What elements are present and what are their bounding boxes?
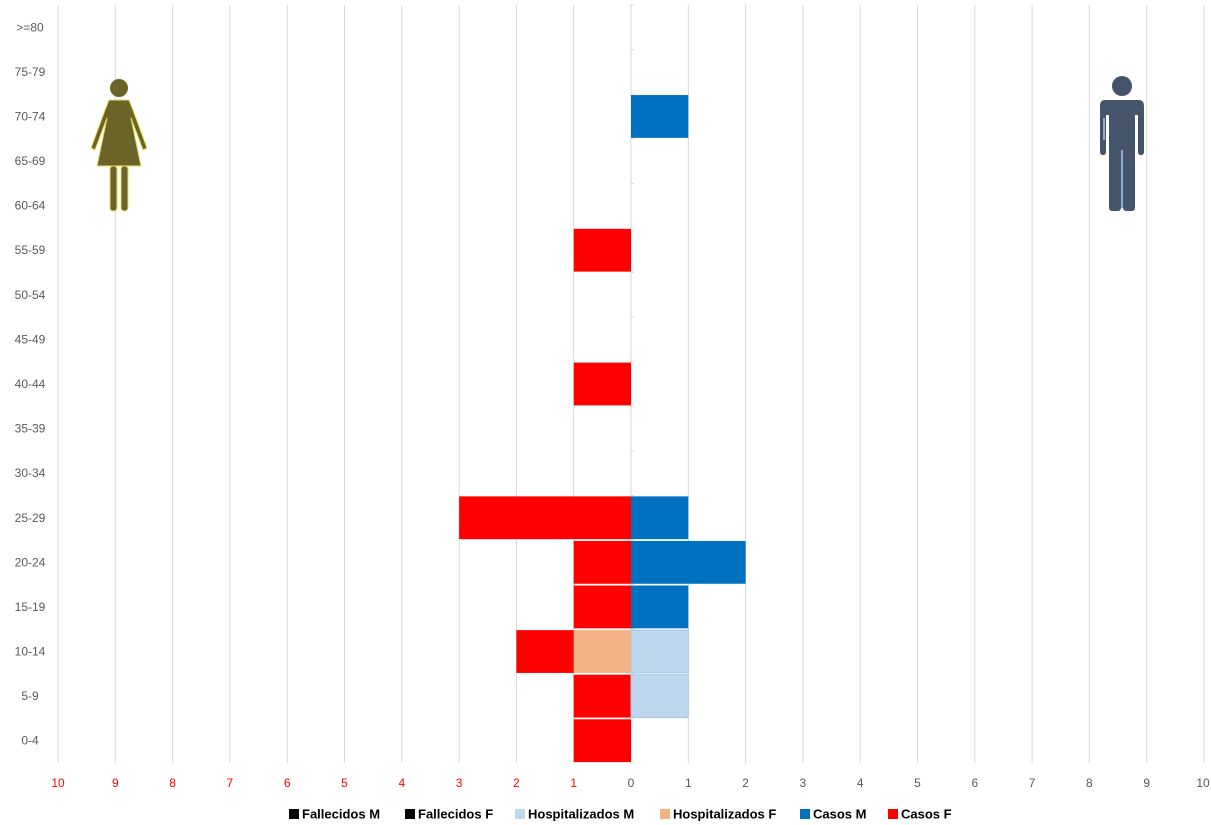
- bar-casos-f-5-9: [574, 675, 631, 718]
- x-tick-label-right: 2: [742, 776, 749, 790]
- x-tick-label-right: 0: [628, 776, 635, 790]
- y-tick-label: 45-49: [15, 332, 46, 346]
- x-tick-label-left: 3: [456, 776, 463, 790]
- legend-swatch: [660, 809, 670, 819]
- x-tick-label-right: 3: [800, 776, 807, 790]
- bar-hospitalizados-f-10-14: [574, 630, 631, 673]
- legend-swatch: [289, 809, 299, 819]
- bar-casos-m-20-24: [631, 541, 746, 584]
- legend-label: Casos M: [813, 807, 866, 822]
- x-tick-label-right: 10: [1196, 776, 1210, 790]
- bar-casos-f-10-14: [516, 630, 573, 673]
- y-tick-label: 35-39: [15, 422, 46, 436]
- y-tick-label: 60-64: [15, 199, 46, 213]
- legend-swatch: [515, 809, 525, 819]
- x-tick-label-right: 1: [685, 776, 692, 790]
- bar-casos-f-25-29: [459, 496, 631, 539]
- y-tick-label: >=80: [16, 20, 44, 34]
- legend-label: Casos F: [901, 807, 952, 822]
- x-tick-label-right: 9: [1143, 776, 1150, 790]
- bar-hospitalizados-m-10-14: [631, 630, 688, 673]
- x-tick-label-left: 5: [341, 776, 348, 790]
- y-axis-labels: 0-4 5-9 10-14 15-19 20-24 25-29 30-34 35-39 40-4…: [15, 20, 46, 747]
- x-tick-label-left: 9: [112, 776, 119, 790]
- female-figure-icon: [91, 79, 147, 211]
- bar-casos-m-15-19: [631, 586, 688, 629]
- x-tick-label-left: 7: [227, 776, 234, 790]
- x-tick-label-left: 10: [51, 776, 65, 790]
- x-axis-labels: 10 9 8 7 6 5 4 3 2 1 0 1 2 3 4 5 6 7 8 9 10: [51, 776, 1210, 790]
- bar-casos-f-40-44: [574, 363, 631, 406]
- legend: Fallecidos M Fallecidos F Hospitalizados M…: [289, 807, 952, 822]
- y-tick-label: 25-29: [15, 511, 46, 525]
- y-tick-label: 20-24: [15, 555, 46, 569]
- y-tick-label: 65-69: [15, 154, 46, 168]
- x-tick-label-right: 6: [971, 776, 978, 790]
- legend-swatch: [405, 809, 415, 819]
- x-tick-label-left: 1: [570, 776, 577, 790]
- y-tick-label: 70-74: [15, 109, 46, 123]
- y-tick-label: 10-14: [15, 645, 46, 659]
- bar-casos-f-55-59: [574, 229, 631, 272]
- y-tick-label: 0-4: [21, 734, 39, 748]
- male-figure-icon: [1100, 76, 1144, 211]
- bar-casos-f-20-24: [574, 541, 631, 584]
- bars: [459, 95, 745, 762]
- y-tick-label: 30-34: [15, 466, 46, 480]
- x-tick-label-right: 4: [857, 776, 864, 790]
- legend-label: Fallecidos F: [418, 807, 493, 822]
- y-tick-label: 55-59: [15, 243, 46, 257]
- x-tick-label-right: 5: [914, 776, 921, 790]
- bar-casos-f-15-19: [574, 586, 631, 629]
- legend-label: Hospitalizados M: [528, 807, 634, 822]
- y-tick-label: 50-54: [15, 288, 46, 302]
- y-tick-label: 75-79: [15, 65, 46, 79]
- legend-swatch: [888, 809, 898, 819]
- x-tick-label-right: 8: [1086, 776, 1093, 790]
- bar-casos-m-25-29: [631, 496, 688, 539]
- legend-label: Hospitalizados F: [673, 807, 776, 822]
- x-tick-label-left: 4: [398, 776, 405, 790]
- legend-label: Fallecidos M: [302, 807, 380, 822]
- bar-hospitalizados-m-5-9: [631, 675, 688, 718]
- x-tick-label-left: 2: [513, 776, 520, 790]
- legend-swatch: [800, 809, 810, 819]
- y-tick-label: 15-19: [15, 600, 46, 614]
- y-tick-label: 40-44: [15, 377, 46, 391]
- y-tick-label: 5-9: [21, 689, 39, 703]
- x-tick-label-right: 7: [1029, 776, 1036, 790]
- bar-casos-m-70-74: [631, 95, 688, 138]
- x-tick-label-left: 8: [169, 776, 176, 790]
- x-tick-label-left: 6: [284, 776, 291, 790]
- bar-casos-f-0-4: [574, 719, 631, 762]
